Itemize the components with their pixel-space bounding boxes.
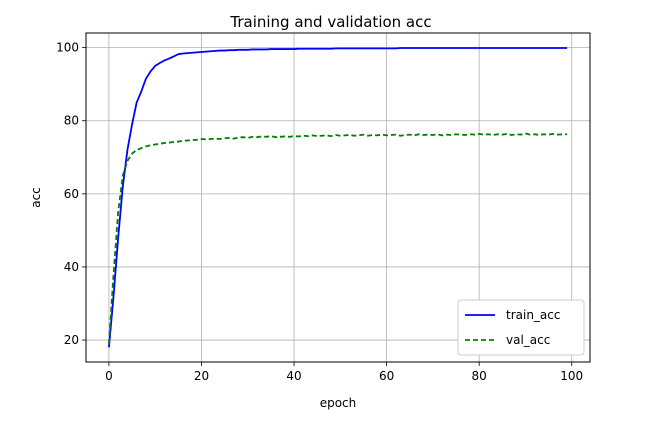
plot-area-frame xyxy=(85,32,591,363)
series-line-val-acc xyxy=(108,132,568,344)
y-tick-label: 100 xyxy=(56,41,79,55)
x-tick-label: 40 xyxy=(286,369,301,383)
tick-layer: 0 20 40 60 80 100 20 40 60 80 100 xyxy=(56,41,583,383)
y-tick-label: 80 xyxy=(64,114,79,128)
y-tick-label: 20 xyxy=(64,333,79,347)
legend-box xyxy=(457,299,585,356)
x-tick-label: 60 xyxy=(379,369,394,383)
x-tick-label: 100 xyxy=(560,369,583,383)
legend-label-train-acc: train_acc xyxy=(506,308,560,322)
series-layer xyxy=(108,47,568,348)
x-axis-label: epoch xyxy=(320,396,357,410)
x-tick-label: 0 xyxy=(105,369,113,383)
legend-label-val-acc: val_acc xyxy=(506,333,550,347)
y-axis-label: acc xyxy=(29,187,43,208)
chart-title: Training and validation acc xyxy=(229,13,431,31)
series-line-train-acc xyxy=(108,47,568,348)
legend: train_acc val_acc xyxy=(457,299,585,356)
x-tick-label: 80 xyxy=(472,369,487,383)
grid-layer xyxy=(86,33,590,362)
y-tick-label: 60 xyxy=(64,187,79,201)
y-tick-label: 40 xyxy=(64,260,79,274)
x-tick-label: 20 xyxy=(194,369,209,383)
